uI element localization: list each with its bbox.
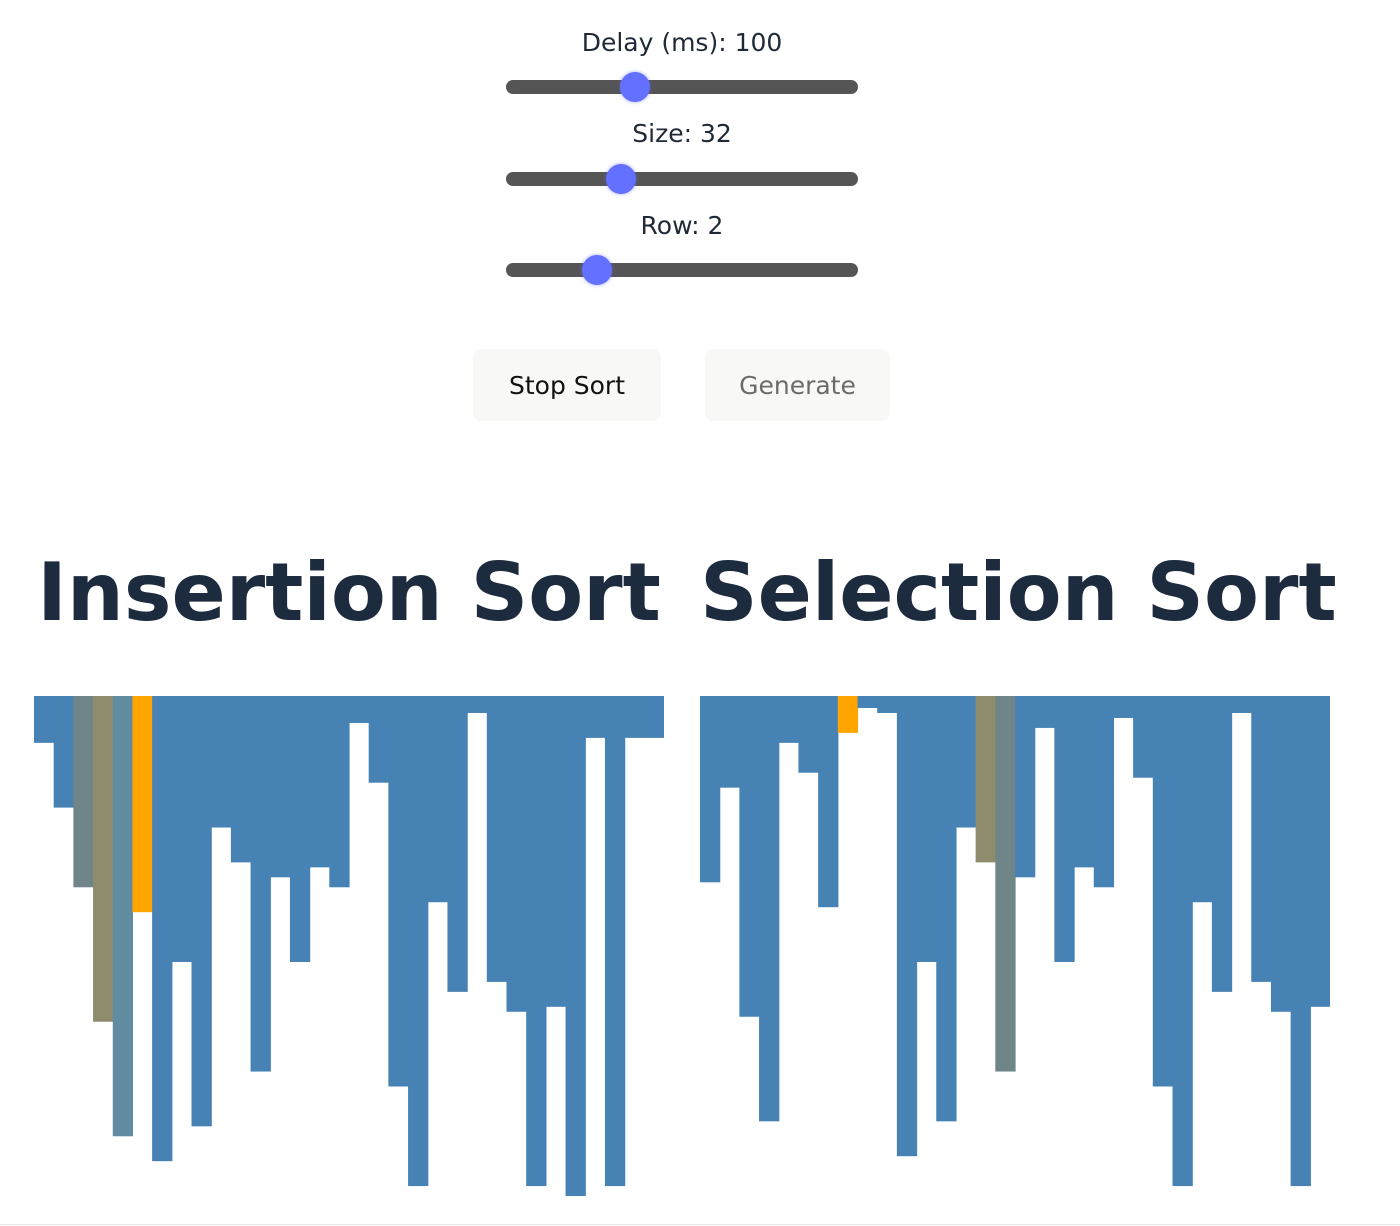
selection-bar-10: [896, 696, 918, 1157]
insertion-bar-3: [93, 696, 114, 1022]
selection-bar-5: [798, 696, 819, 773]
delay-slider-thumb[interactable]: [620, 72, 650, 102]
insertion-sort-bars: [34, 696, 664, 1197]
selection-bar-11: [916, 696, 937, 962]
selection-bar-21: [1113, 696, 1134, 718]
insertion-bar-16: [349, 696, 370, 723]
insertion-bar-19: [408, 696, 429, 1187]
selection-bar-7: [837, 696, 859, 733]
selection-bar-6: [818, 696, 839, 908]
insertion-bar-22: [467, 696, 488, 713]
selection-bar-14: [975, 696, 996, 863]
selection-bar-19: [1074, 696, 1095, 868]
insertion-bar-15: [329, 696, 350, 888]
insertion-bar-25: [526, 696, 547, 1187]
row-slider-thumb[interactable]: [581, 255, 612, 285]
selection-bar-23: [1152, 696, 1174, 1087]
row-label: Row: 2: [640, 211, 724, 240]
selection-bar-22: [1133, 696, 1154, 778]
size-slider[interactable]: [506, 164, 858, 194]
selection-bar-28: [1251, 696, 1272, 982]
insertion-bar-1: [53, 696, 74, 808]
selection-bar-9: [877, 696, 898, 713]
delay-label: Delay (ms): 100: [581, 28, 783, 57]
selection-sort-chart: [700, 696, 1330, 1206]
selection-bar-12: [936, 696, 957, 1122]
selection-bar-8: [857, 696, 878, 708]
insertion-bar-23: [486, 696, 508, 982]
selection-bar-29: [1270, 696, 1292, 1012]
selection-bar-3: [759, 696, 780, 1122]
insertion-bar-8: [191, 696, 212, 1127]
insertion-bar-30: [624, 696, 645, 738]
size-label: Size: 32: [632, 119, 732, 148]
insertion-bar-29: [604, 696, 626, 1187]
insertion-bar-2: [73, 696, 94, 888]
insertion-bar-12: [270, 696, 291, 878]
insertion-bar-31: [644, 696, 664, 738]
selection-bar-4: [778, 696, 800, 743]
insertion-bar-7: [171, 696, 193, 962]
insertion-bar-6: [152, 696, 173, 1162]
insertion-bar-13: [289, 696, 311, 962]
insertion-bar-17: [368, 696, 389, 783]
insertion-bar-27: [565, 696, 586, 1197]
size-slider-thumb[interactable]: [606, 164, 637, 194]
selection-bar-25: [1192, 696, 1213, 903]
insertion-bar-20: [427, 696, 449, 903]
selection-bar-27: [1231, 696, 1252, 713]
page-divider: [0, 1224, 1400, 1225]
selection-bar-31: [1310, 696, 1330, 1007]
selection-bar-13: [955, 696, 977, 828]
selection-bar-16: [1015, 696, 1036, 878]
selection-bar-20: [1093, 696, 1115, 888]
insertion-bar-21: [447, 696, 468, 992]
selection-bar-26: [1211, 696, 1233, 992]
selection-bar-17: [1034, 696, 1055, 728]
selection-sort-bars: [700, 696, 1330, 1187]
insertion-sort-chart: [34, 696, 664, 1206]
insertion-bar-14: [309, 696, 330, 868]
insertion-bar-11: [250, 696, 271, 1072]
insertion-bar-10: [230, 696, 252, 863]
insertion-bar-4: [112, 696, 134, 1137]
insertion-bar-24: [506, 696, 527, 1012]
insertion-bar-9: [211, 696, 232, 828]
generate-button[interactable]: Generate: [705, 349, 890, 421]
stop-sort-button[interactable]: Stop Sort: [473, 349, 661, 421]
selection-sort-title: Selection Sort: [700, 546, 1337, 639]
selection-bar-30: [1290, 696, 1311, 1187]
selection-bar-0: [700, 696, 721, 883]
row-slider[interactable]: [506, 255, 858, 285]
delay-slider[interactable]: [506, 72, 858, 102]
selection-bar-15: [995, 696, 1016, 1072]
insertion-bar-28: [585, 696, 606, 738]
selection-bar-24: [1172, 696, 1193, 1187]
insertion-bar-0: [34, 696, 55, 743]
insertion-bar-26: [545, 696, 567, 1007]
selection-bar-1: [719, 696, 740, 788]
insertion-bar-5: [132, 696, 153, 913]
insertion-sort-title: Insertion Sort: [37, 546, 661, 639]
selection-bar-2: [739, 696, 760, 1017]
insertion-bar-18: [388, 696, 409, 1087]
selection-bar-18: [1054, 696, 1075, 962]
